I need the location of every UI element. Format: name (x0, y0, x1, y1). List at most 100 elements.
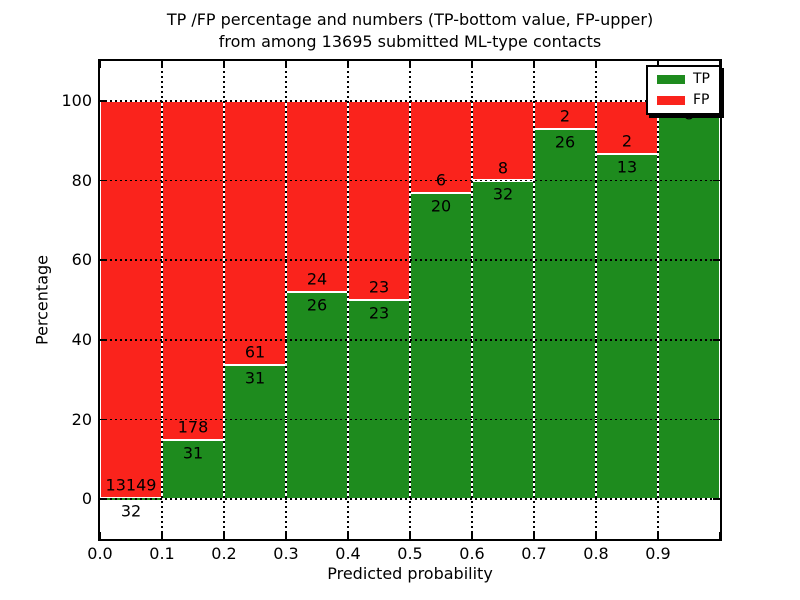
x-tick (595, 532, 597, 539)
vertical-gridline (161, 61, 163, 539)
x-tick-top (347, 61, 349, 68)
fp-count-label: 61 (244, 342, 266, 362)
x-tick-top (285, 61, 287, 68)
chart-title-line2: from among 13695 submitted ML-type conta… (218, 32, 602, 51)
y-tick-label: 40 (71, 329, 92, 349)
x-tick-top (533, 61, 535, 68)
horizontal-gridline (100, 418, 720, 421)
fp-count-label: 24 (306, 269, 328, 289)
fp-bar-segment (410, 100, 472, 193)
tp-count-label: 31 (244, 368, 266, 388)
y-tick-label: 80 (71, 170, 92, 190)
vertical-gridline (285, 61, 287, 539)
y-tick-right (713, 418, 720, 421)
fp-bar-segment (224, 100, 286, 365)
fp-count-label: 2 (559, 106, 571, 126)
vertical-gridline (533, 61, 535, 539)
fp-bar-segment (286, 100, 348, 293)
x-tick-label: 0.9 (645, 544, 671, 563)
horizontal-gridline (100, 339, 720, 341)
tp-bar-segment (658, 100, 720, 500)
x-tick-top (595, 61, 597, 68)
x-tick (99, 532, 101, 539)
vertical-gridline (347, 61, 349, 539)
chart-title-line1: TP /FP percentage and numbers (TP-bottom… (166, 10, 654, 29)
x-tick-label: 0.5 (397, 544, 423, 563)
horizontal-gridline (100, 100, 720, 102)
horizontal-gridline (100, 259, 720, 261)
x-tick (223, 532, 225, 539)
x-tick-label: 0.2 (211, 544, 237, 563)
x-tick-top (161, 61, 163, 68)
x-tick-top (99, 61, 101, 68)
x-tick-top (657, 61, 659, 68)
fp-count-label: 23 (368, 277, 390, 297)
x-tick (409, 532, 411, 539)
tp-bar-segment (348, 300, 410, 500)
tp-count-label: 20 (430, 196, 452, 216)
tp-legend-swatch (657, 75, 685, 84)
tp-count-label: 23 (368, 303, 390, 323)
y-tick (100, 179, 107, 182)
tp-count-label: 32 (120, 501, 142, 521)
x-tick-label: 0.7 (521, 544, 547, 563)
x-tick (533, 532, 535, 539)
tp-bar-segment (162, 440, 224, 500)
tp-bar-segment (286, 292, 348, 500)
fp-count-label: 8 (497, 158, 509, 177)
x-tick (285, 532, 287, 539)
x-tick-label: 0.3 (273, 544, 299, 563)
chart-title: TP /FP percentage and numbers (TP-bottom… (90, 9, 730, 53)
vertical-gridline (223, 61, 225, 539)
legend-entry-tp: TP (657, 72, 710, 87)
y-tick-right (713, 498, 720, 500)
vertical-gridline (471, 61, 473, 539)
fp-bar-segment (100, 100, 162, 499)
y-tick-label: 0 (81, 489, 92, 509)
fp-legend-swatch (657, 96, 685, 105)
y-tick (100, 259, 107, 261)
horizontal-gridline (100, 498, 720, 500)
tp-bar-segment (596, 153, 658, 500)
fp-count-label: 6 (435, 170, 447, 190)
x-tick-top (409, 61, 411, 68)
fp-legend-label: FP (693, 92, 710, 108)
x-tick-label: 0.1 (149, 544, 175, 563)
y-tick-right (713, 179, 720, 182)
vertical-gridline (409, 61, 411, 539)
tp-legend-label: TP (693, 71, 710, 87)
fp-count-label: 178 (177, 417, 209, 437)
y-tick-right (713, 339, 720, 341)
x-tick (719, 532, 721, 539)
x-tick-label: 0.0 (87, 544, 113, 563)
tp-count-label: 26 (306, 295, 328, 315)
x-tick-top (223, 61, 225, 68)
fp-bar-segment (534, 100, 596, 130)
x-tick-label: 0.8 (583, 544, 609, 563)
x-tick (657, 532, 659, 539)
y-tick-right (713, 259, 720, 261)
y-tick (100, 418, 107, 421)
y-tick-label: 20 (71, 409, 92, 429)
x-tick-top (471, 61, 473, 68)
tp-count-label: 31 (182, 443, 204, 463)
x-tick-label: 0.4 (335, 544, 361, 563)
legend-entry-fp: FP (657, 93, 710, 108)
legend: TP FP (646, 65, 721, 115)
fp-bar-segment (162, 100, 224, 441)
tp-count-label: 32 (492, 184, 514, 203)
tp-count-label: 13 (616, 157, 638, 177)
y-tick-label: 100 (61, 90, 92, 110)
fp-count-label: 2 (621, 131, 633, 151)
vertical-gridline (657, 61, 659, 539)
tp-bar-segment (534, 129, 596, 500)
tp-count-label: 26 (554, 132, 576, 152)
x-tick (347, 532, 349, 539)
fp-count-label: 13149 (105, 475, 157, 495)
x-tick-label: 0.6 (459, 544, 485, 563)
tp-bar-segment (410, 192, 472, 500)
y-tick (100, 339, 107, 341)
y-tick (100, 100, 107, 102)
fp-bar-segment (348, 100, 410, 300)
